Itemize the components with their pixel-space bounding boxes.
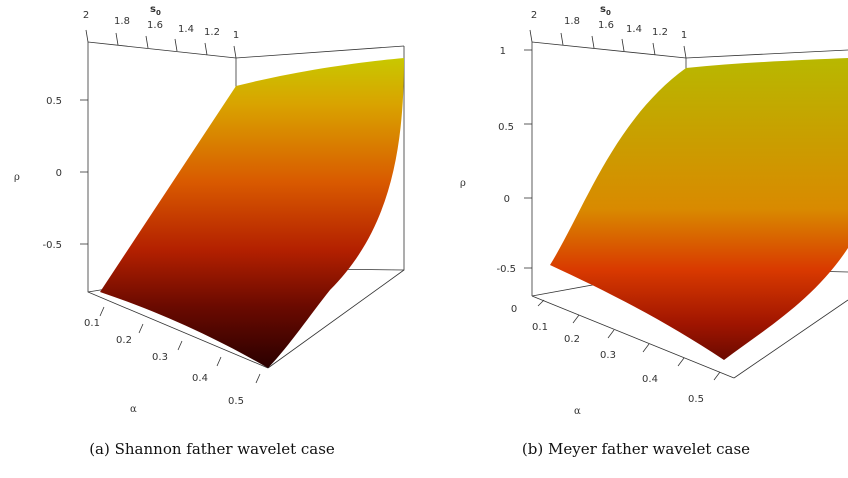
x-tick-b-3: 0.3 <box>600 350 616 361</box>
z-ticks-b: 1 0.5 0 -0.5 <box>496 46 532 275</box>
caption-b-letter: (b) <box>521 440 544 458</box>
y-tick-a-3: 1.4 <box>178 24 194 35</box>
caption-a-text: Shannon father wavelet case <box>114 440 335 458</box>
x-tick-a-0: 0.1 <box>84 318 100 329</box>
caption-a-letter: (a) <box>89 440 110 458</box>
x-tick-a-2: 0.3 <box>152 352 168 363</box>
caption-b-text: Meyer father wavelet case <box>548 440 751 458</box>
x-tick-a-3: 0.4 <box>192 373 208 384</box>
x-axis-label-b: α <box>574 406 581 417</box>
y-tick-b-5: 1 <box>681 30 687 41</box>
y-tick-a-0: 2 <box>83 10 89 21</box>
box-b-top-right <box>685 49 848 59</box>
x-axis-label-a: α <box>130 404 137 415</box>
panel-shannon: 2 1.8 1.6 1.4 1.2 1 s0 0.5 0 -0.5 ρ 0.1 … <box>0 4 424 458</box>
caption-b: (b) Meyer father wavelet case <box>424 440 848 458</box>
x-ticks-b: 0 0.1 0.2 0.3 0.4 0.5 <box>511 299 721 405</box>
x-tick-b-4: 0.4 <box>642 374 658 385</box>
surface-b <box>550 58 848 360</box>
x-tick-a-4: 0.5 <box>228 396 244 407</box>
y-ticks-b: 2 1.8 1.6 1.4 1.2 1 <box>529 10 687 59</box>
box-b-floor-front <box>531 295 735 379</box>
y-tick-b-1: 1.8 <box>564 16 580 27</box>
x-tick-b-2: 0.2 <box>564 334 580 345</box>
panel-meyer: 2 1.8 1.6 1.4 1.2 1 s0 1 0.5 0 -0.5 ρ 0 <box>424 0 848 478</box>
z-ticks-a: 0.5 0 -0.5 <box>42 96 88 251</box>
z-axis-label-a: ρ <box>14 172 20 183</box>
surface-a <box>100 58 404 368</box>
x-tick-b-5: 0.5 <box>688 394 704 405</box>
x-tick-a-1: 0.2 <box>116 335 132 346</box>
z-tick-b-3: -0.5 <box>496 264 516 275</box>
y-tick-a-4: 1.2 <box>204 27 220 38</box>
chart-a-svg: 2 1.8 1.6 1.4 1.2 1 s0 0.5 0 -0.5 ρ 0.1 … <box>14 4 405 415</box>
box-a-top-left <box>87 41 237 59</box>
x-ticks-a: 0.1 0.2 0.3 0.4 0.5 <box>84 306 261 407</box>
z-tick-b-1: 0.5 <box>498 122 514 133</box>
x-tick-b-0: 0 <box>511 304 517 315</box>
y-tick-a-1: 1.8 <box>114 16 130 27</box>
z-tick-b-0: 1 <box>500 46 506 57</box>
y-tick-a-5: 1 <box>233 30 239 41</box>
z-axis-label-b: ρ <box>460 178 466 189</box>
y-ticks-a: 2 1.8 1.6 1.4 1.2 1 <box>83 10 239 59</box>
y-tick-b-2: 1.6 <box>598 20 614 31</box>
y-axis-label-a: s0 <box>150 4 161 17</box>
y-tick-b-0: 2 <box>531 10 537 21</box>
z-tick-a-2: -0.5 <box>42 240 62 251</box>
y-tick-a-2: 1.6 <box>147 20 163 31</box>
z-tick-a-1: 0 <box>56 168 62 179</box>
box-a-top-right <box>235 45 405 59</box>
y-tick-b-4: 1.2 <box>652 27 668 38</box>
box-b-top-left <box>531 41 687 59</box>
box-b-floor-right <box>733 299 848 379</box>
y-tick-b-3: 1.4 <box>626 24 642 35</box>
z-tick-a-0: 0.5 <box>46 96 62 107</box>
x-tick-b-1: 0.1 <box>532 322 548 333</box>
caption-a: (a) Shannon father wavelet case <box>0 440 424 458</box>
z-tick-b-2: 0 <box>504 194 510 205</box>
y-axis-label-b: s0 <box>600 4 611 17</box>
chart-b-svg: 2 1.8 1.6 1.4 1.2 1 s0 1 0.5 0 -0.5 ρ 0 <box>460 4 848 417</box>
